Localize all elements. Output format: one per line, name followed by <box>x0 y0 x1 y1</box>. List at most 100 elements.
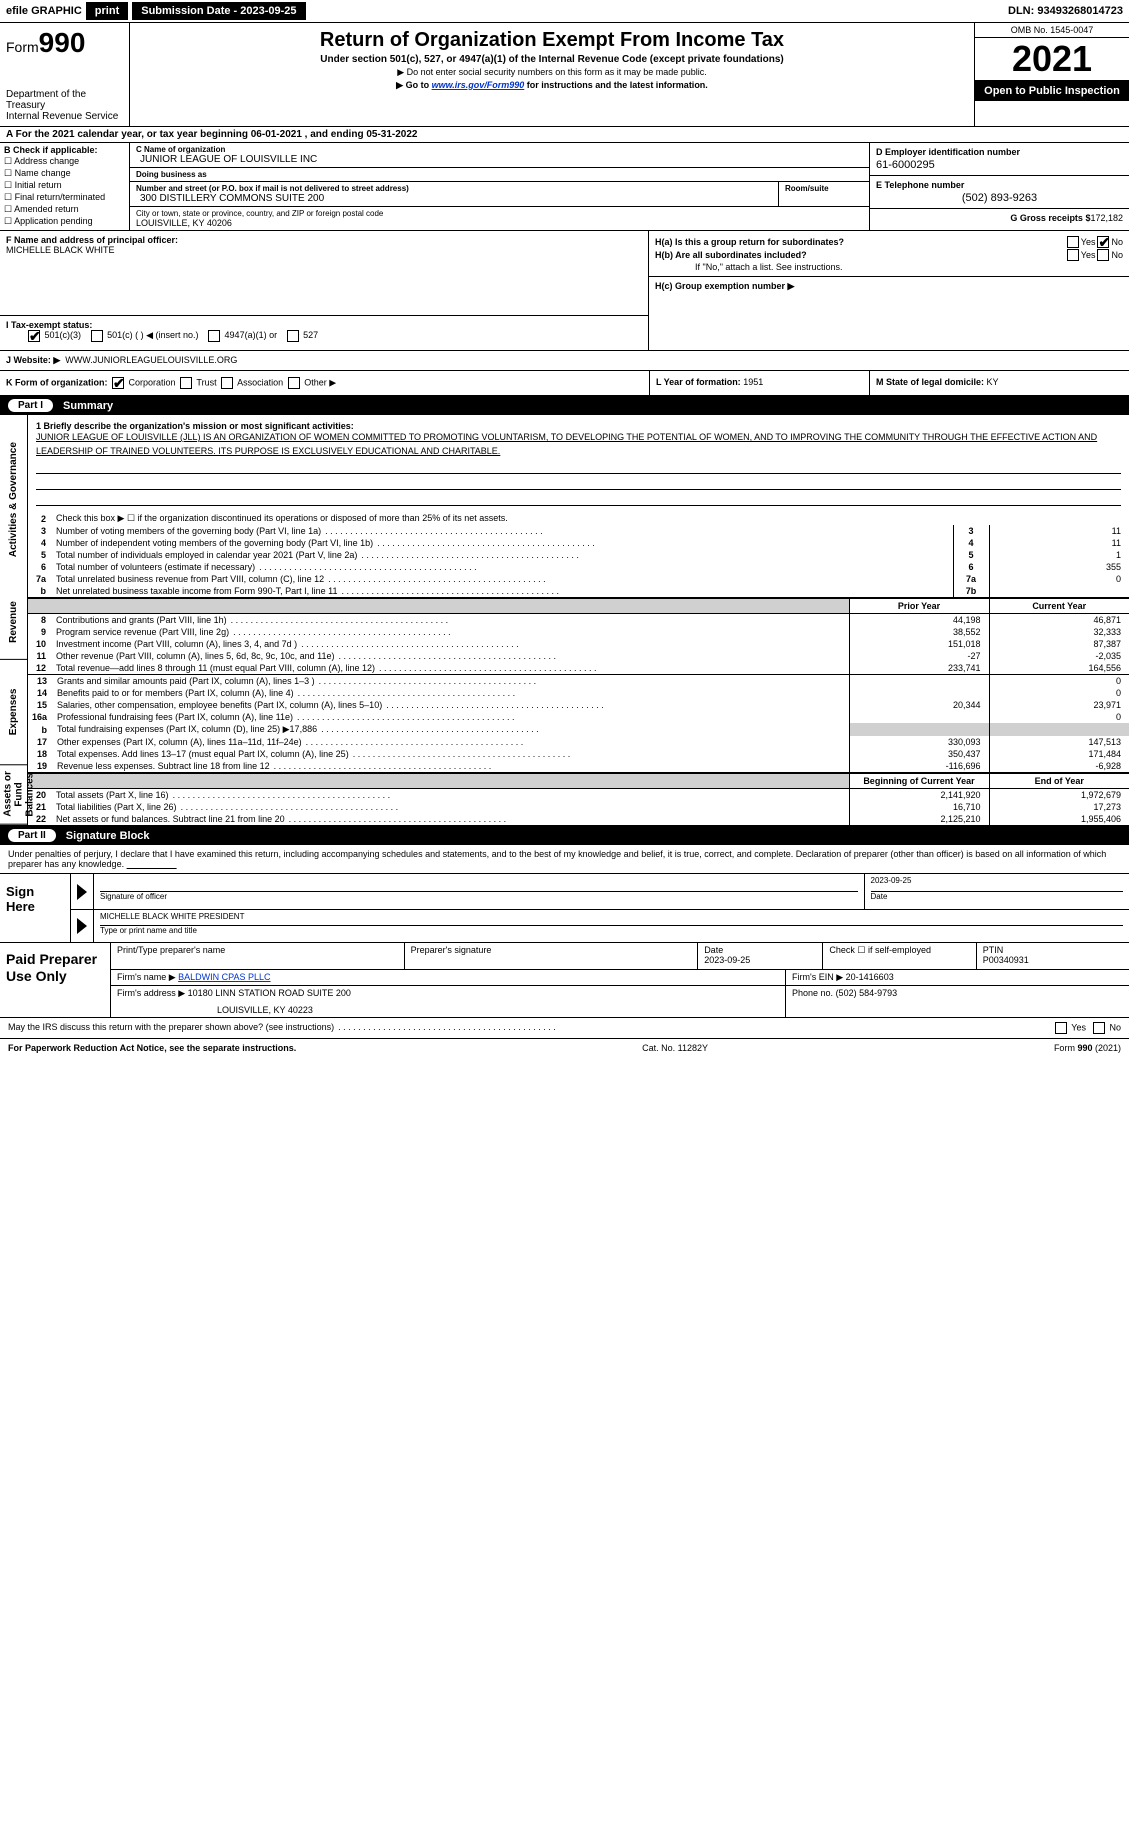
line-desc: Net assets or fund balances. Subtract li… <box>52 813 849 825</box>
org-details: C Name of organization JUNIOR LEAGUE OF … <box>130 143 869 230</box>
check-501c[interactable] <box>91 330 103 342</box>
line-desc: Investment income (Part VIII, column (A)… <box>52 638 849 650</box>
check-address-change[interactable]: ☐ Address change <box>4 156 125 167</box>
table-row: b Net unrelated business taxable income … <box>28 585 1129 597</box>
check-group-yes[interactable] <box>1067 236 1079 248</box>
officer-name-title: MICHELLE BLACK WHITE PRESIDENT <box>100 912 1123 926</box>
table-row: 16a Professional fundraising fees (Part … <box>28 711 1129 723</box>
line-desc: Contributions and grants (Part VIII, lin… <box>52 614 849 627</box>
line-desc: Grants and similar amounts paid (Part IX… <box>53 675 849 687</box>
check-final-return[interactable]: ☐ Final return/terminated <box>4 192 125 203</box>
line-desc: Salaries, other compensation, employee b… <box>53 699 849 711</box>
table-row: 14 Benefits paid to or for members (Part… <box>28 687 1129 699</box>
discuss-no-check[interactable] <box>1093 1022 1105 1034</box>
current-value: 1,955,406 <box>989 813 1129 825</box>
website-row: J Website: ▶ WWW.JUNIORLEAGUELOUISVILLE.… <box>0 351 1129 371</box>
check-initial-return[interactable]: ☐ Initial return <box>4 180 125 191</box>
paid-preparer-block: Paid Preparer Use Only Print/Type prepar… <box>0 943 1129 1018</box>
dba-label: Doing business as <box>136 170 863 179</box>
table-row: 10 Investment income (Part VIII, column … <box>28 638 1129 650</box>
gross-receipts-value: 172,182 <box>1090 213 1123 223</box>
check-amended[interactable]: ☐ Amended return <box>4 204 125 215</box>
firm-phone-label: Phone no. <box>792 988 833 998</box>
line-value: 11 <box>989 537 1129 549</box>
phone-value: (502) 893-9263 <box>876 192 1123 204</box>
domicile-label: M State of legal domicile: <box>876 377 984 387</box>
vtab-expenses: Expenses <box>0 660 27 765</box>
line-number: 15 <box>28 699 53 711</box>
netassets-table: Beginning of Current Year End of Year 20… <box>28 773 1129 825</box>
preparer-sig-label: Preparer's signature <box>411 945 692 955</box>
preparer-date: 2023-09-25 <box>704 955 816 965</box>
check-4947[interactable] <box>208 330 220 342</box>
line-value: 1 <box>989 549 1129 561</box>
part1-label: Part I <box>8 399 53 412</box>
table-row: 17 Other expenses (Part IX, column (A), … <box>28 736 1129 748</box>
sign-here-label: Sign Here <box>0 874 70 942</box>
check-assoc[interactable] <box>221 377 233 389</box>
line-number: 5 <box>28 549 52 561</box>
firm-addr2: LOUISVILLE, KY 40223 <box>117 999 779 1015</box>
table-row: 2 Check this box ▶ ☐ if the organization… <box>28 512 1129 525</box>
room-suite-label: Room/suite <box>779 182 869 206</box>
part2-header: Part II Signature Block <box>0 826 1129 845</box>
check-trust[interactable] <box>180 377 192 389</box>
check-corp[interactable] <box>112 377 124 389</box>
part2-title: Signature Block <box>66 830 150 842</box>
table-row: 20 Total assets (Part X, line 16) 2,141,… <box>28 789 1129 802</box>
check-application-pending[interactable]: ☐ Application pending <box>4 216 125 227</box>
line-box: 7b <box>953 585 989 597</box>
current-value: 23,971 <box>989 699 1129 711</box>
preparer-name-label: Print/Type preparer's name <box>117 945 398 955</box>
website-value: WWW.JUNIORLEAGUELOUISVILLE.ORG <box>65 355 237 365</box>
addr-label: Number and street (or P.O. box if mail i… <box>136 184 772 193</box>
line-number: 8 <box>28 614 52 627</box>
line-desc: Total expenses. Add lines 13–17 (must eq… <box>53 748 849 760</box>
sig-arrow-icon <box>77 918 87 934</box>
table-row: 12 Total revenue—add lines 8 through 11 … <box>28 662 1129 674</box>
line-value: 355 <box>989 561 1129 573</box>
check-name-change[interactable]: ☐ Name change <box>4 168 125 179</box>
part1-header: Part I Summary <box>0 396 1129 415</box>
print-button[interactable]: print <box>86 2 128 20</box>
check-subs-no[interactable] <box>1097 249 1109 261</box>
may-discuss-row: May the IRS discuss this return with the… <box>0 1018 1129 1039</box>
current-value: 0 <box>989 675 1129 687</box>
name-title-label: Type or print name and title <box>100 926 1123 935</box>
firm-name-label: Firm's name ▶ <box>117 972 176 982</box>
line-number: 6 <box>28 561 52 573</box>
self-employed-check[interactable]: Check ☐ if self-employed <box>829 945 969 956</box>
efile-header: efile GRAPHIC print Submission Date - 20… <box>0 0 1129 22</box>
discuss-yes-check[interactable] <box>1055 1022 1067 1034</box>
may-discuss-text: May the IRS discuss this return with the… <box>8 1022 338 1034</box>
check-group-no[interactable] <box>1097 236 1109 248</box>
table-row: 21 Total liabilities (Part X, line 26) 1… <box>28 801 1129 813</box>
table-row: 3 Number of voting members of the govern… <box>28 525 1129 537</box>
table-row: 11 Other revenue (Part VIII, column (A),… <box>28 650 1129 662</box>
org-name-label: C Name of organization <box>136 145 863 154</box>
prior-value: 44,198 <box>849 614 989 627</box>
prior-value <box>849 675 989 687</box>
mission-text: JUNIOR LEAGUE OF LOUISVILLE (JLL) IS AN … <box>36 431 1121 458</box>
governance-table: 2 Check this box ▶ ☐ if the organization… <box>28 512 1129 597</box>
line-number: 17 <box>28 736 53 748</box>
check-501c3[interactable] <box>28 330 40 342</box>
check-527[interactable] <box>287 330 299 342</box>
line-desc: Revenue less expenses. Subtract line 18 … <box>53 760 849 772</box>
prior-value: 38,552 <box>849 626 989 638</box>
part2-label: Part II <box>8 829 56 842</box>
tax-year-range: A For the 2021 calendar year, or tax yea… <box>0 127 1129 143</box>
line-desc: Total number of individuals employed in … <box>52 549 953 561</box>
governance-block: 1 Briefly describe the organization's mi… <box>28 415 1129 598</box>
form-subtitle-3: ▶ Go to www.irs.gov/Form990 for instruct… <box>136 80 968 91</box>
line-number: 9 <box>28 626 52 638</box>
prior-value: 330,093 <box>849 736 989 748</box>
submission-date-button[interactable]: Submission Date - 2023-09-25 <box>132 2 305 20</box>
irs-link[interactable]: www.irs.gov/Form990 <box>432 80 525 90</box>
check-other[interactable] <box>288 377 300 389</box>
firm-name[interactable]: BALDWIN CPAS PLLC <box>178 972 270 982</box>
line-number: 4 <box>28 537 52 549</box>
prior-value: -116,696 <box>849 760 989 772</box>
check-subs-yes[interactable] <box>1067 249 1079 261</box>
netassets-block: Beginning of Current Year End of Year 20… <box>28 773 1129 825</box>
